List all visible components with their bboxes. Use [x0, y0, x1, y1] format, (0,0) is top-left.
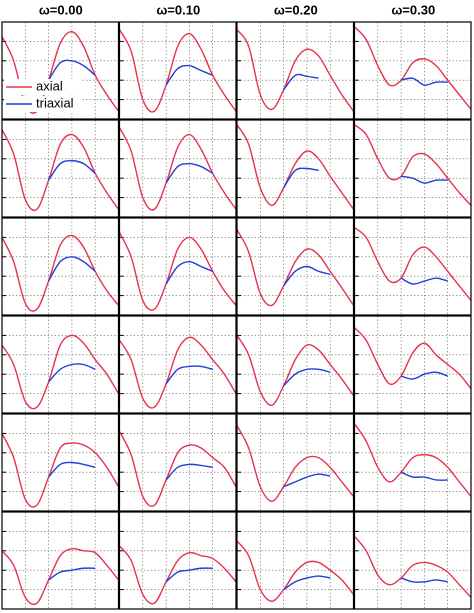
panel-frame: [118, 315, 237, 414]
panel-title: ω=0.20: [274, 2, 318, 17]
panel-frame: [1, 413, 120, 512]
series-line: [400, 471, 448, 481]
series-line: [283, 368, 331, 387]
series-line: [400, 577, 448, 583]
series-line: [400, 175, 448, 184]
legend-bg: [4, 96, 82, 112]
series-line: [165, 162, 214, 184]
panel-frame: [353, 511, 472, 610]
series-line: [47, 256, 96, 282]
panel-frame: [353, 119, 472, 218]
legend-label: axial: [36, 78, 63, 93]
series-line: [400, 371, 448, 380]
series-line: [236, 29, 355, 112]
panel-frame: [236, 119, 355, 218]
panel-frame: [1, 315, 120, 414]
series-line: [353, 423, 472, 497]
series-line: [354, 227, 472, 301]
series-line: [236, 335, 355, 406]
series-line: [1, 334, 120, 410]
series-line: [165, 260, 213, 285]
series-line: [354, 124, 472, 206]
panel-title: ω=0.30: [391, 2, 435, 17]
panel-frame: [236, 217, 355, 316]
panel-frame: [118, 217, 237, 316]
panel-frame: [236, 413, 355, 512]
series-line: [165, 64, 213, 86]
panel-frame: [1, 21, 120, 120]
series-line: [236, 425, 355, 503]
panel-frame: [353, 217, 472, 316]
panel-frame: [353, 413, 472, 512]
panel-frame: [118, 21, 237, 120]
series-line: [1, 129, 120, 212]
panel-frame: [353, 315, 472, 414]
legend-bg: [4, 79, 82, 95]
series-line: [400, 77, 448, 86]
panel-title: ω=0.10: [156, 2, 200, 17]
series-line: [1, 547, 120, 606]
series-line: [48, 461, 96, 478]
panel-frame: [353, 21, 472, 120]
series-line: [283, 167, 319, 189]
series-line: [118, 545, 237, 605]
series-line: [165, 463, 213, 481]
series-line: [1, 234, 120, 312]
series-line: [236, 124, 355, 210]
legend-label: triaxial: [36, 95, 74, 110]
panel-frame: [236, 21, 355, 120]
series-line: [236, 540, 355, 602]
series-line: [283, 473, 331, 488]
series-line: [165, 567, 213, 583]
series-line: [48, 160, 96, 181]
series-line: [283, 73, 319, 91]
series-line: [283, 265, 331, 287]
series-line: [353, 535, 472, 598]
panel-frame: [236, 315, 355, 414]
panel-frame: [118, 119, 237, 218]
series-line: [1, 433, 120, 508]
series-line: [118, 127, 237, 211]
series-line: [165, 365, 213, 385]
series-line: [236, 229, 355, 307]
series-line: [118, 336, 237, 409]
series-line: [118, 431, 237, 507]
series-line: [283, 575, 331, 591]
series-line: [353, 327, 472, 390]
panel-frame: [118, 413, 237, 512]
series-line: [118, 232, 237, 311]
series-line: [353, 26, 472, 110]
panel-frame: [118, 511, 237, 610]
panel-frame: [1, 511, 120, 610]
series-line: [118, 29, 237, 113]
panel-frame: [1, 119, 120, 218]
series-line: [48, 567, 96, 581]
panel-frame: [1, 217, 120, 316]
series-line: [48, 363, 96, 383]
panel-title: ω=0.00: [39, 2, 83, 17]
series-line: [48, 59, 96, 81]
series-line: [400, 277, 448, 285]
panel-frame: [236, 511, 355, 610]
